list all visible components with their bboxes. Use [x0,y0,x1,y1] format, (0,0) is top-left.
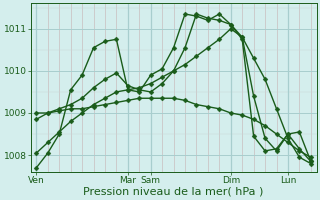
X-axis label: Pression niveau de la mer( hPa ): Pression niveau de la mer( hPa ) [84,187,264,197]
